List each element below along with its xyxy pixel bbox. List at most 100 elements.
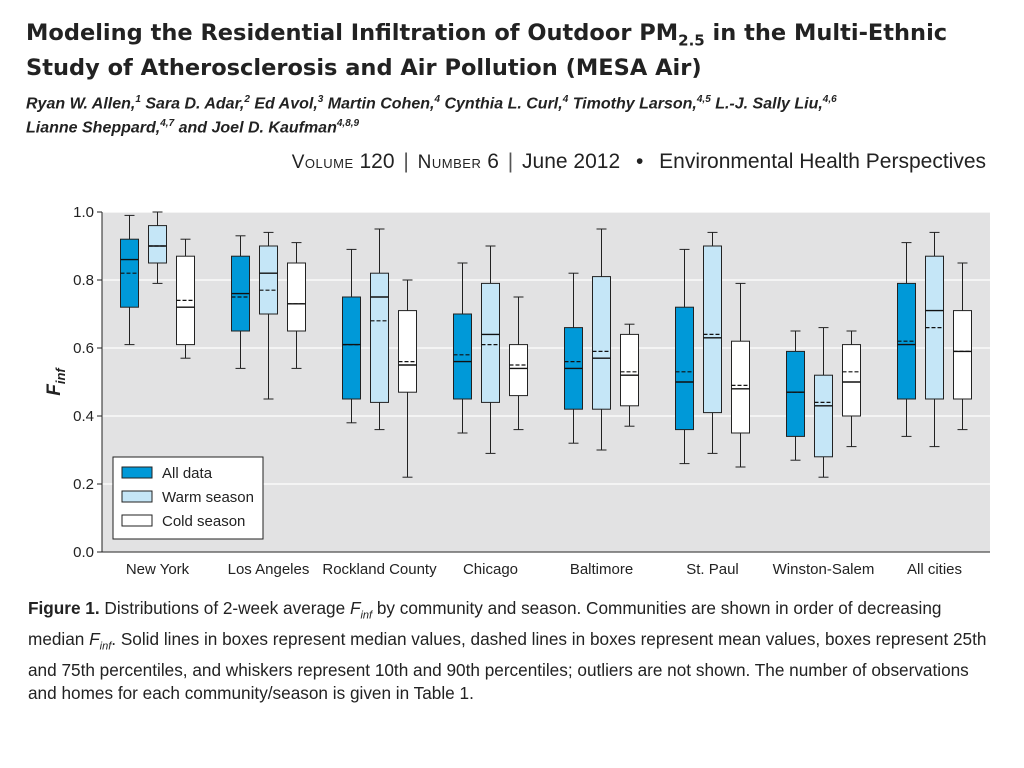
box-warm-season xyxy=(370,228,389,431)
number-label: Number xyxy=(417,152,482,173)
box-warm-season xyxy=(259,231,278,400)
box-warm-season xyxy=(703,231,722,454)
box-cold-season xyxy=(176,238,195,359)
iqr-box xyxy=(259,245,278,315)
title-part1: Modeling the Residential Infiltration of… xyxy=(26,20,679,46)
legend-label: All data xyxy=(162,465,213,482)
box-warm-season xyxy=(592,228,611,451)
legend-swatch xyxy=(121,466,153,479)
box-all-data xyxy=(342,248,361,424)
iqr-box xyxy=(842,344,861,417)
journal-info: Volume 120 | Number 6 | June 2012 • Envi… xyxy=(292,150,986,174)
legend-label: Warm season xyxy=(162,489,254,506)
iqr-box xyxy=(342,296,361,400)
box-all-data xyxy=(897,242,916,437)
box-all-data xyxy=(786,330,805,461)
iqr-box xyxy=(287,262,306,332)
author-affiliation: 4,5 xyxy=(696,94,711,105)
iqr-box xyxy=(592,276,611,410)
iqr-box xyxy=(953,310,972,400)
iqr-box xyxy=(620,333,639,407)
iqr-box xyxy=(453,313,472,400)
x-tick-label: Chicago xyxy=(463,561,518,578)
box-warm-season xyxy=(481,245,500,454)
x-tick-label: Winston-Salem xyxy=(773,561,875,578)
author-affiliation: 4 xyxy=(562,94,569,105)
legend-swatch xyxy=(121,514,153,527)
box-cold-season xyxy=(398,279,417,478)
figure-label: Figure 1. xyxy=(28,598,100,618)
boxplot-chart: 0.0 0.2 0.4 0.6 0.8 1.0 Finf New York Los Angele… xyxy=(44,204,990,578)
author-affiliation: 4,6 xyxy=(822,94,837,105)
box-cold-season xyxy=(953,262,972,431)
iqr-box xyxy=(675,306,694,431)
caption-text-2: by community and season. Communities are… xyxy=(28,598,942,649)
iqr-box xyxy=(814,374,833,458)
legend: All data Warm season Cold season xyxy=(112,456,264,540)
author-name: Ryan W. Allen, xyxy=(26,95,136,113)
caption-text-1: Distributions of 2-week average xyxy=(99,598,350,618)
author-name: Ed Avol, xyxy=(249,95,318,113)
box-cold-season xyxy=(509,296,528,431)
author-name: and Joel D. Kaufman xyxy=(174,119,337,137)
caption-symbol: Finf xyxy=(89,628,112,653)
y-tick-label: 0.8 xyxy=(73,272,94,289)
author-affiliation: 1 xyxy=(135,94,141,105)
title-part2: in the Multi-Ethnic Study of Atheroscler… xyxy=(26,20,948,81)
box-all-data xyxy=(120,214,139,346)
box-all-data xyxy=(675,248,694,465)
separator: | xyxy=(507,150,514,173)
author-affiliation: 4 xyxy=(434,94,441,105)
iqr-box xyxy=(370,272,389,403)
author-name: Martin Cohen, xyxy=(323,95,435,113)
legend-swatch xyxy=(121,490,153,503)
iqr-box xyxy=(148,225,167,264)
x-tick-label: Rockland County xyxy=(322,561,437,578)
box-cold-season xyxy=(287,242,306,369)
y-tick-label: 0.2 xyxy=(73,476,94,493)
page-title: Modeling the Residential Infiltration of… xyxy=(26,20,1016,82)
caption-symbol: Finf xyxy=(349,598,373,622)
figure-caption: Figure 1. Distributions of 2-week averag… xyxy=(28,597,1000,706)
journal-name: Environmental Health Perspectives xyxy=(659,150,986,173)
legend-label: Cold season xyxy=(162,513,245,530)
iqr-box xyxy=(481,282,500,403)
x-tick-label: St. Paul xyxy=(686,561,739,578)
x-tick-label: Los Angeles xyxy=(228,561,310,578)
box-cold-season xyxy=(842,330,861,448)
author-name: Cynthia L. Curl, xyxy=(440,95,563,113)
issue-date: June 2012 xyxy=(522,150,621,173)
author-list: Ryan W. Allen,1 Sara D. Adar,2 Ed Avol,3… xyxy=(26,90,1016,139)
y-tick-label: 0.6 xyxy=(73,340,94,357)
author-affiliation: 4,8,9 xyxy=(336,118,360,130)
iqr-box xyxy=(731,340,750,434)
author-name: Lianne Sheppard, xyxy=(26,119,161,137)
author-name: L.-J. Sally Liu, xyxy=(710,95,823,113)
y-tick-label: 0.0 xyxy=(73,544,94,561)
y-axis-label: Finf xyxy=(44,367,68,396)
issue-number: 6 xyxy=(487,150,499,173)
x-tick-label: All cities xyxy=(907,561,962,578)
iqr-box xyxy=(703,245,722,414)
iqr-box xyxy=(398,310,417,393)
box-cold-season xyxy=(731,282,750,468)
box-warm-season xyxy=(925,231,944,448)
author-affiliation: 2 xyxy=(244,94,250,105)
box-warm-season xyxy=(148,211,167,284)
caption-text-3: . Solid lines in boxes represent median … xyxy=(28,628,987,704)
y-tick-label: 0.4 xyxy=(73,408,94,425)
author-name: Sara D. Adar, xyxy=(140,95,245,113)
iqr-box xyxy=(786,350,805,437)
bullet: • xyxy=(635,150,644,173)
title-subscript: 2.5 xyxy=(678,31,705,50)
iqr-box xyxy=(509,344,528,397)
box-all-data xyxy=(564,272,583,444)
box-all-data xyxy=(453,262,472,434)
box-all-data xyxy=(231,235,250,369)
y-tick-label: 1.0 xyxy=(73,204,94,221)
volume-label: Volume xyxy=(291,152,354,173)
box-cold-season xyxy=(620,323,639,427)
x-tick-label: New York xyxy=(126,561,190,578)
author-affiliation: 4,7 xyxy=(160,118,175,130)
author-name: Timothy Larson, xyxy=(568,95,697,113)
